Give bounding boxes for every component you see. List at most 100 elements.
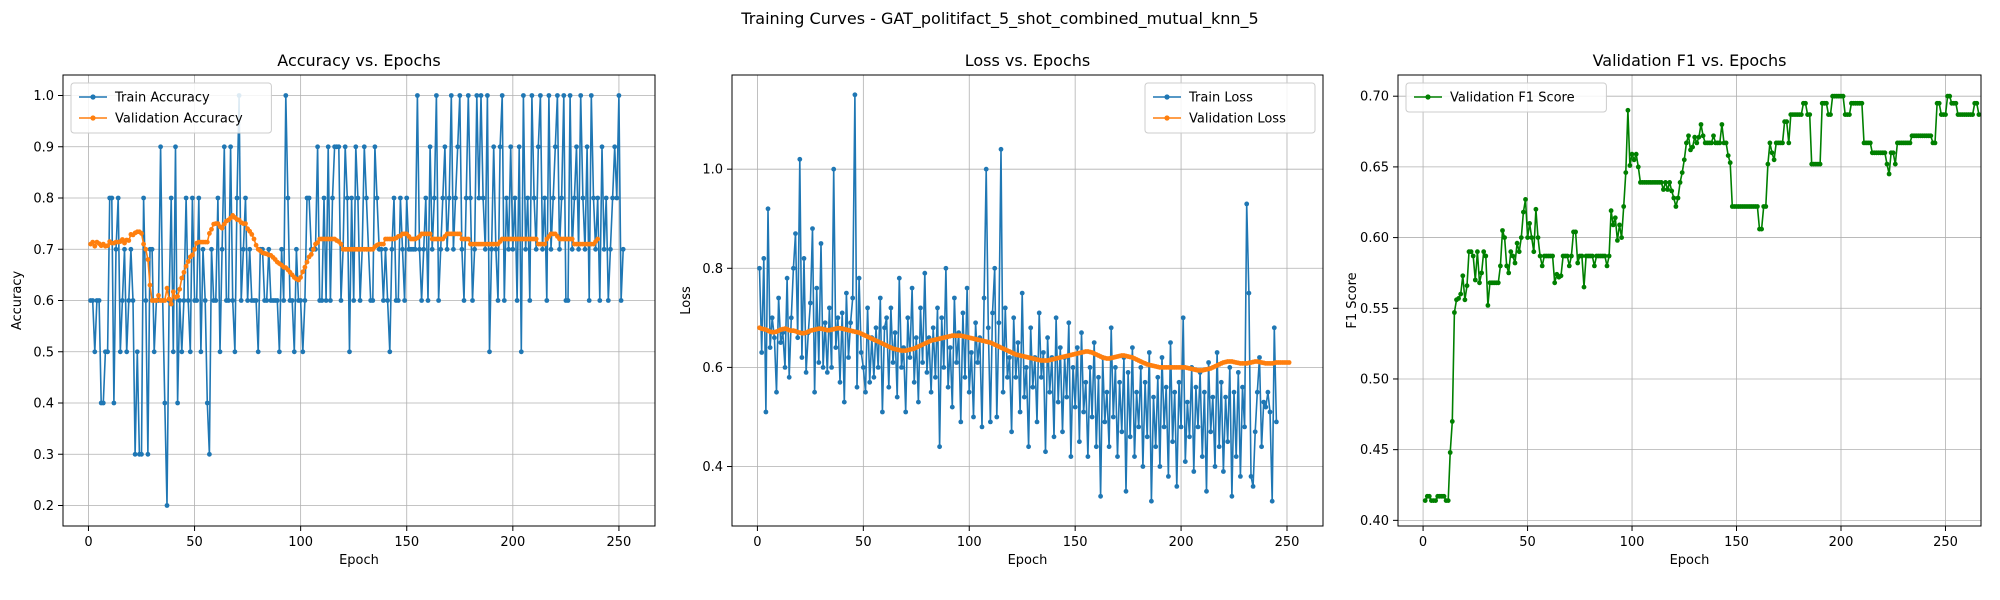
data-point [304, 259, 310, 265]
data-point [1106, 444, 1112, 450]
data-point [1523, 197, 1528, 202]
data-point [523, 246, 528, 252]
data-point [1665, 187, 1670, 192]
data-point [1242, 424, 1247, 430]
data-point [1694, 140, 1700, 146]
data-point [1151, 394, 1156, 400]
data-point [1191, 469, 1197, 474]
data-point [255, 349, 261, 355]
data-point [788, 315, 794, 321]
data-point [588, 93, 594, 98]
data-point [387, 349, 393, 355]
data-point [1566, 263, 1572, 269]
data-point [302, 298, 308, 303]
data-point [1246, 290, 1252, 296]
data-point [1681, 157, 1687, 163]
data-point [400, 246, 405, 252]
data-point [1817, 161, 1823, 167]
data-point [1187, 434, 1192, 440]
data-point [215, 195, 221, 201]
data-point [294, 246, 299, 252]
data-point [1943, 112, 1948, 117]
data-point [344, 195, 350, 201]
legend-marker [1164, 115, 1170, 121]
data-point [96, 298, 102, 303]
data-point [487, 349, 492, 355]
data-point [822, 320, 828, 326]
data-point [1130, 345, 1135, 350]
data-point [1606, 253, 1612, 259]
data-point [1068, 454, 1074, 459]
data-point [1700, 133, 1706, 139]
data-point [120, 237, 125, 242]
data-point [1824, 100, 1829, 106]
data-point [132, 451, 138, 457]
data-point [816, 360, 822, 365]
data-point [427, 231, 433, 237]
data-point [446, 195, 452, 201]
data-point [1269, 498, 1275, 504]
data-point [1619, 235, 1624, 241]
data-point [300, 269, 306, 275]
data-point [1847, 112, 1852, 117]
legend: Train Loss Validation Loss [1144, 82, 1316, 134]
data-point [1208, 429, 1214, 435]
data-point [1017, 409, 1023, 415]
data-point [1479, 270, 1484, 276]
data-point [860, 365, 866, 370]
data-point [799, 355, 805, 360]
data-point [196, 195, 202, 201]
data-point [243, 195, 248, 201]
data-point [1625, 107, 1631, 113]
data-point [1723, 140, 1729, 146]
data-point [542, 241, 548, 247]
data-point [1725, 153, 1731, 159]
data-point [1252, 429, 1258, 435]
data-point [459, 246, 465, 252]
data-point [179, 275, 185, 281]
y-tick-label: 0.45 [1360, 443, 1389, 458]
data-point [1892, 161, 1898, 167]
series-line [1424, 95, 1980, 502]
data-point [937, 444, 942, 450]
data-point [979, 424, 985, 430]
data-point [109, 195, 115, 201]
data-point [595, 195, 601, 201]
data-point [1113, 365, 1118, 370]
data-point [971, 414, 976, 420]
data-point [1558, 273, 1564, 279]
data-point [831, 166, 837, 172]
data-point [786, 374, 792, 380]
data-point [183, 263, 189, 269]
data-point [1684, 140, 1689, 146]
x-axis-label: Epoch [1670, 553, 1710, 568]
data-point [949, 404, 955, 410]
data-point [1142, 379, 1148, 385]
data-point [1495, 280, 1501, 286]
data-point [1769, 150, 1775, 156]
data-point [1072, 404, 1078, 410]
data-point [1828, 112, 1833, 117]
data-point [911, 379, 917, 385]
data-point [784, 275, 790, 281]
data-point [1235, 370, 1241, 375]
data-point [1510, 253, 1516, 259]
data-point [1485, 303, 1491, 308]
data-point [605, 298, 611, 303]
y-tick-label: 0.60 [1360, 231, 1389, 246]
data-point [1108, 325, 1114, 331]
data-point [1433, 498, 1438, 503]
data-point [1045, 335, 1050, 341]
data-point [610, 195, 615, 201]
data-point [175, 294, 181, 299]
data-point [1195, 424, 1201, 430]
figure-suptitle: Training Curves - GAT_politifact_5_shot_… [741, 9, 1259, 28]
data-point [1669, 188, 1675, 194]
data-point [529, 93, 535, 98]
data-point [1168, 340, 1173, 345]
axes-frame [62, 74, 656, 527]
data-point [1502, 235, 1507, 241]
data-point [1608, 208, 1614, 214]
